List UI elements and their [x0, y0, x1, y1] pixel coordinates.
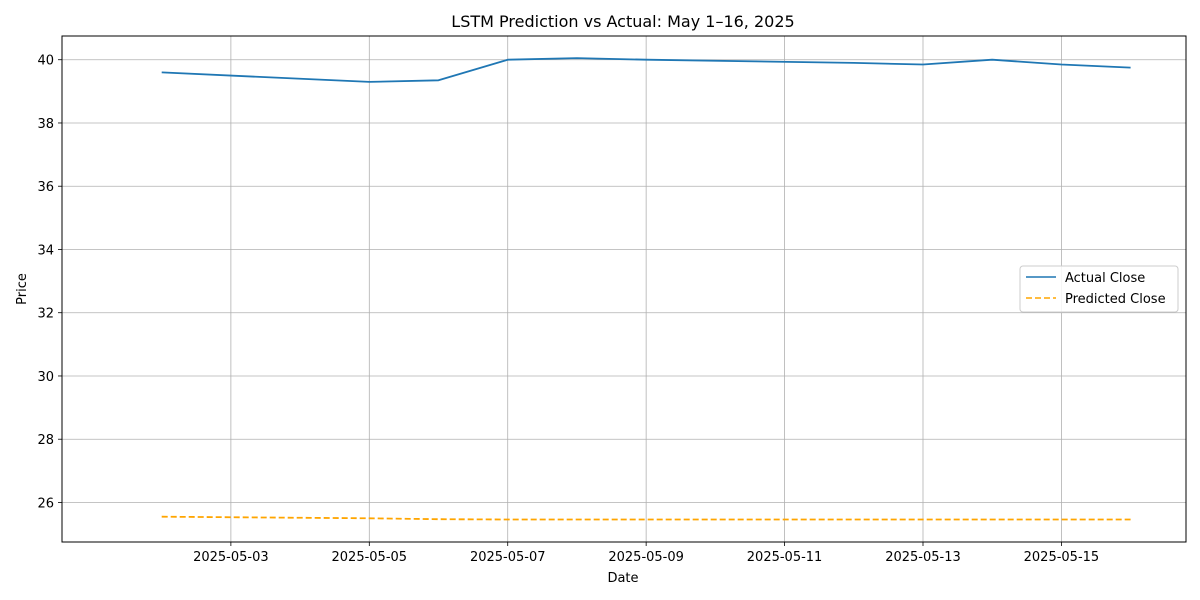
legend-box: [1019, 265, 1179, 313]
y-tick-label: 28: [37, 433, 54, 448]
y-tick-label: 34: [37, 243, 54, 258]
y-tick-label: 36: [37, 180, 54, 195]
series-line-actual-close: [161, 57, 1131, 83]
x-tick-label: 2025-05-07: [470, 550, 546, 565]
x-tick-label: 2025-05-05: [332, 550, 408, 565]
axis-ticks: 2025-05-03 2025-05-05 2025-05-07 2025-05-09…: [37, 54, 1099, 565]
x-axis-title: Date: [607, 571, 638, 586]
x-tick-label: 2025-05-09: [608, 550, 684, 565]
x-tick-label: 2025-05-15: [1024, 550, 1100, 565]
chart-title: LSTM Prediction vs Actual: May 1–16, 202…: [451, 12, 794, 31]
y-tick-label: 40: [37, 54, 54, 69]
series-lines: [161, 57, 1131, 521]
y-axis-title: Price: [15, 273, 30, 305]
x-tick-label: 2025-05-11: [747, 550, 823, 565]
y-tick-label: 32: [37, 307, 54, 322]
x-tick-label: 2025-05-13: [885, 550, 961, 565]
legend: Actual Close Predicted Close: [1019, 265, 1179, 313]
x-tick-label: 2025-05-03: [193, 550, 269, 565]
legend-label-predicted-close: Predicted Close: [1065, 292, 1166, 307]
y-tick-label: 30: [37, 370, 54, 385]
y-tick-label: 26: [37, 496, 54, 511]
legend-label-actual-close: Actual Close: [1065, 271, 1145, 286]
plot-frame: [61, 35, 1187, 543]
series-line-predicted-close: [161, 515, 1131, 521]
y-tick-label: 38: [37, 117, 54, 132]
